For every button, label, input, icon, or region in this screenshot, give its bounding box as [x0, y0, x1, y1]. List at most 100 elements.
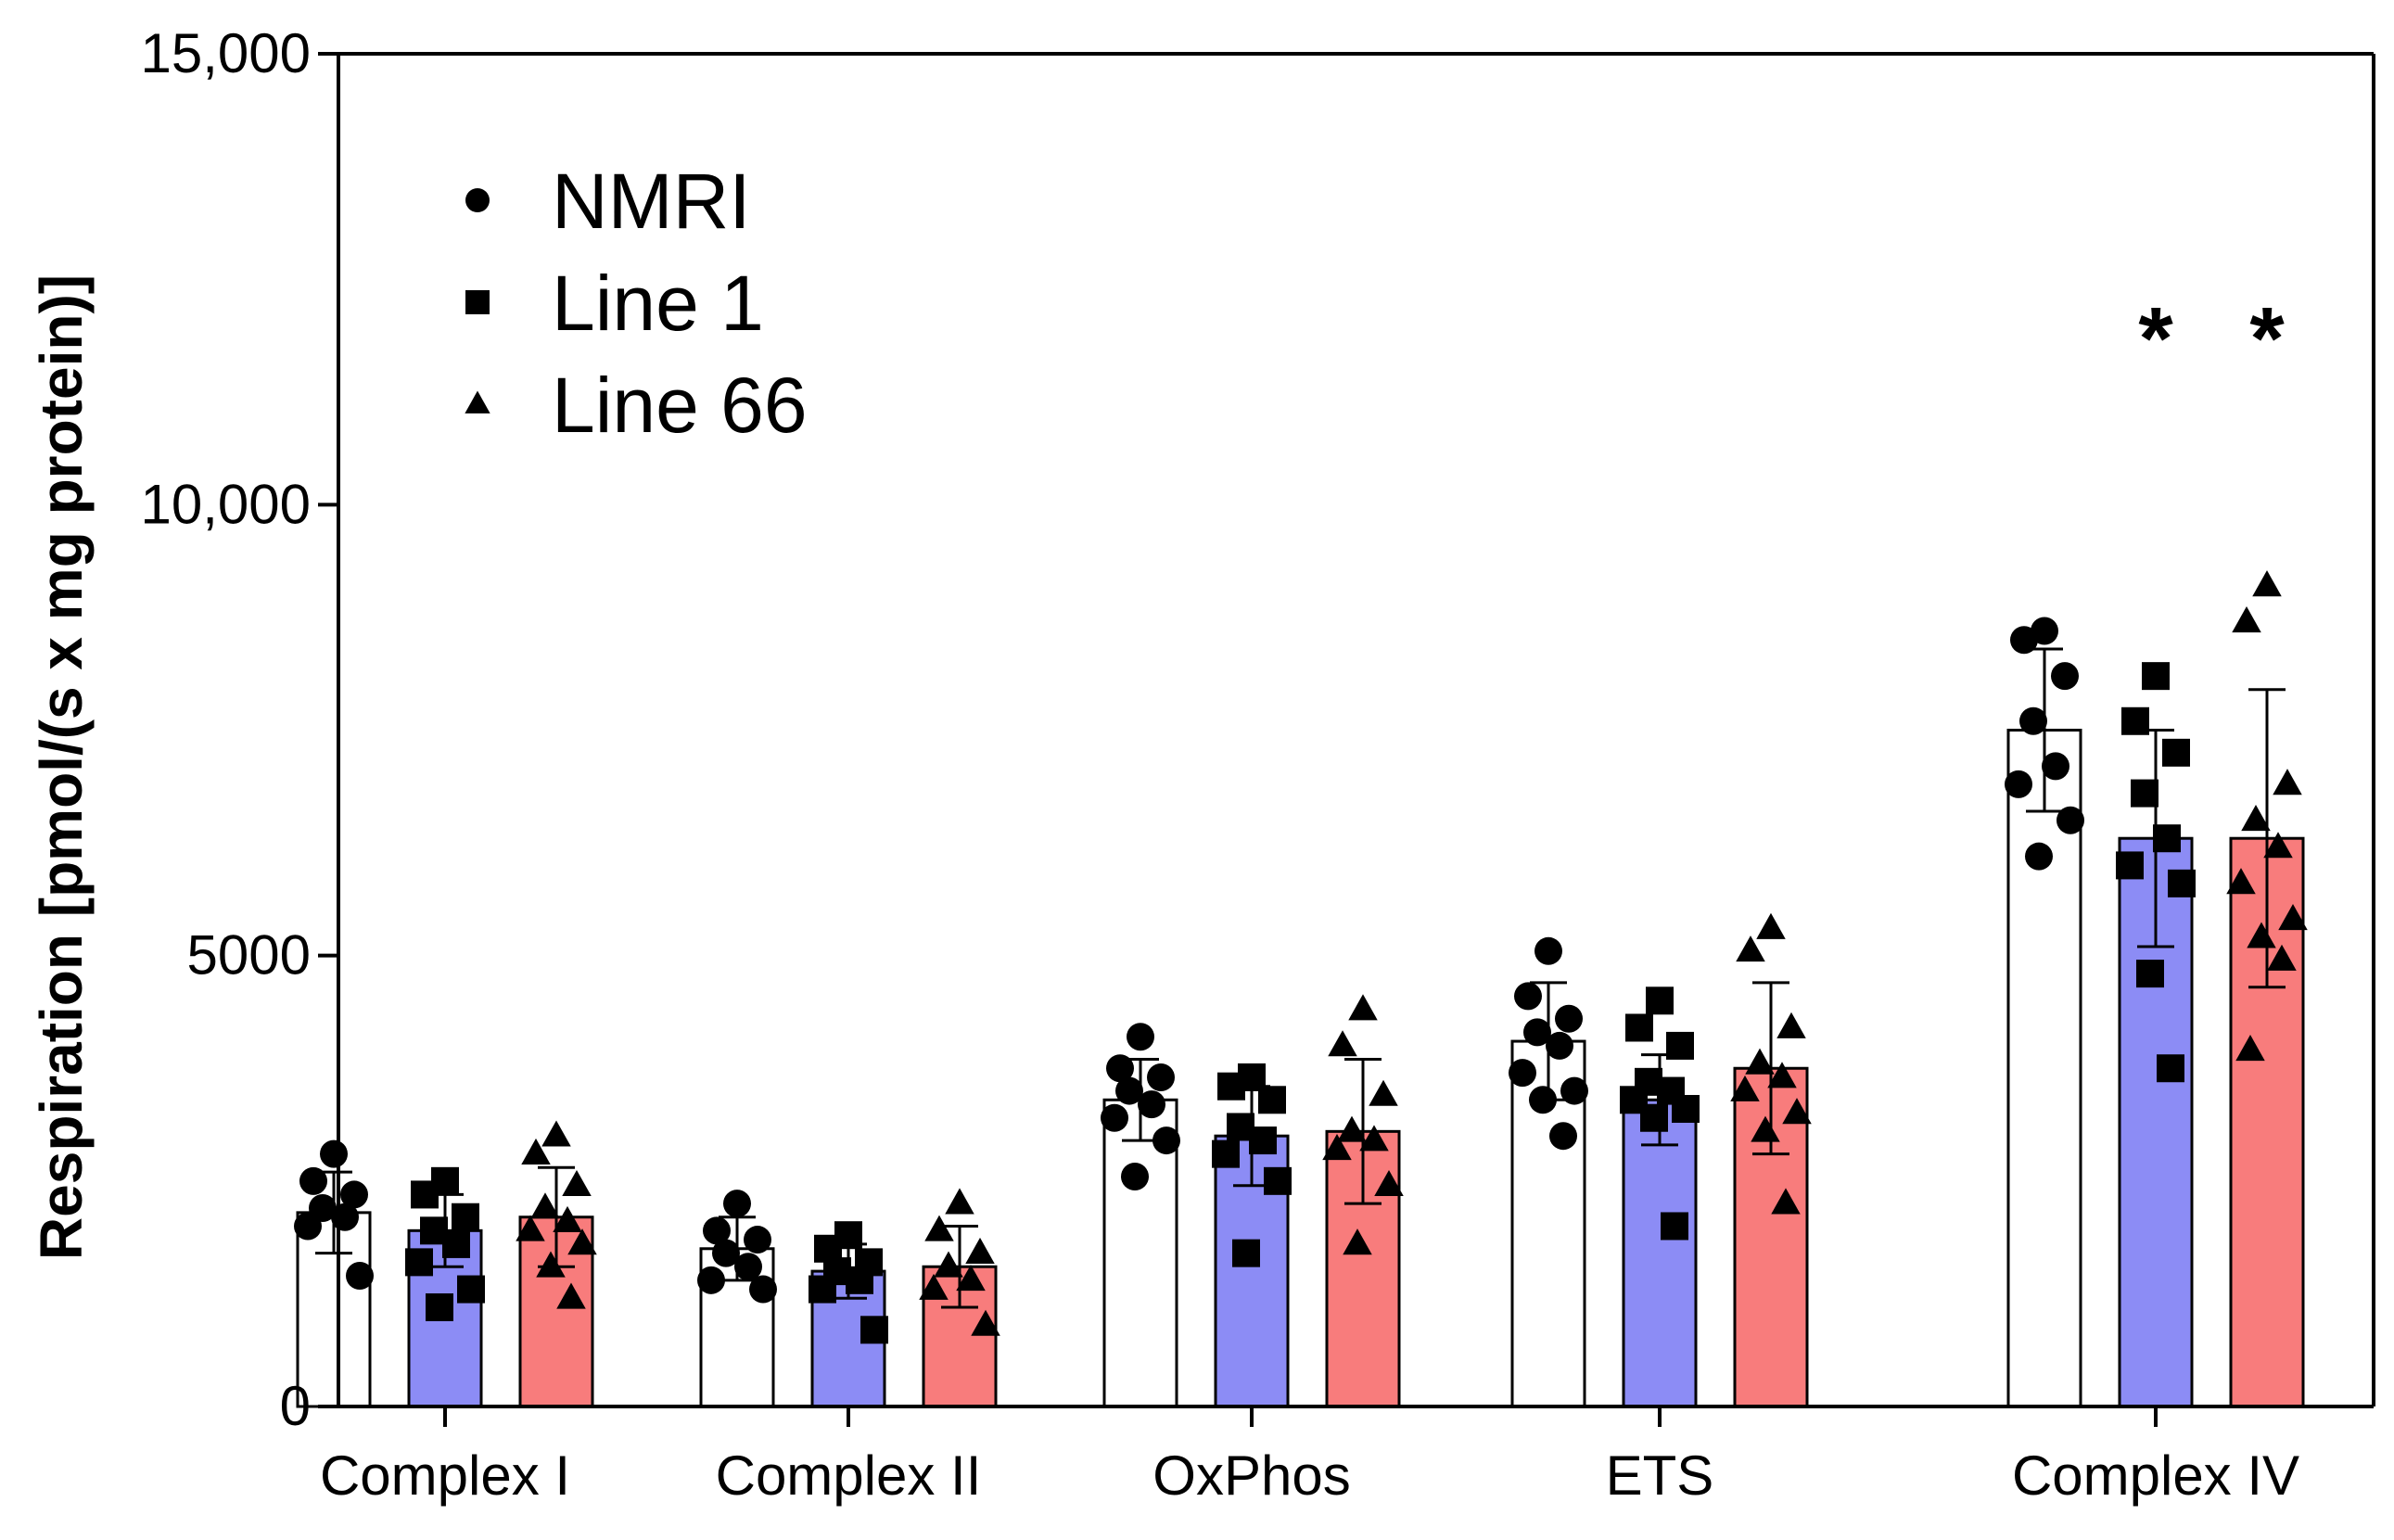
- data-point: [965, 1237, 995, 1264]
- data-point: [1217, 1072, 1245, 1101]
- data-point: [1101, 1103, 1128, 1132]
- data-point: [697, 1266, 725, 1294]
- data-point: [541, 1120, 571, 1147]
- data-point: [744, 1226, 771, 1254]
- data-point: [1549, 1122, 1577, 1151]
- data-point: [1782, 1098, 1812, 1125]
- data-point: [299, 1166, 327, 1195]
- data-point: [2241, 805, 2271, 832]
- data-point: [1322, 1134, 1352, 1161]
- data-point: [1232, 1239, 1260, 1267]
- data-point: [1666, 1031, 1694, 1060]
- data-point: [2153, 824, 2181, 853]
- y-tick-label: 15,000: [140, 22, 311, 84]
- data-point: [1264, 1166, 1292, 1195]
- data-point: [1258, 1086, 1286, 1114]
- data-point: [1152, 1126, 1180, 1155]
- plot-area: 0 5000 10,000 15,000 Complex I Complex II OxPh…: [28, 22, 2375, 1507]
- data-point: [2042, 752, 2069, 781]
- x-tick-label: OxPhos: [1152, 1445, 1350, 1507]
- data-point: [2263, 832, 2293, 859]
- data-point: [1529, 1086, 1557, 1114]
- data-point: [1369, 1079, 1398, 1106]
- data-point: [1751, 1115, 1780, 1142]
- x-tick-label: ETS: [1606, 1445, 1714, 1507]
- data-point: [1560, 1076, 1588, 1105]
- data-point: [1514, 982, 1542, 1011]
- data-point: [1348, 994, 1378, 1021]
- data-point: [1546, 1031, 1573, 1060]
- significance-star: *: [2249, 289, 2285, 388]
- y-tick-label: 5000: [187, 924, 311, 986]
- data-point: [2278, 904, 2308, 931]
- data-point: [860, 1316, 888, 1344]
- bar: [1622, 1098, 1698, 1408]
- bar: [2006, 729, 2082, 1408]
- data-point: [1661, 1212, 1688, 1241]
- data-point: [734, 1253, 762, 1281]
- data-point: [1646, 986, 1674, 1015]
- data-point: [405, 1248, 433, 1277]
- data-point: [1374, 1169, 1404, 1197]
- data-point: [1337, 1115, 1367, 1142]
- data-point: [567, 1228, 597, 1255]
- data-point: [2019, 706, 2047, 735]
- data-point: [2226, 868, 2256, 895]
- data-point: [2142, 662, 2170, 691]
- data-point: [1534, 936, 1562, 965]
- x-tick-label: Complex I: [320, 1445, 570, 1507]
- y-axis-title: Respiration [pmol/(s x mg protein)]: [28, 274, 95, 1260]
- data-point: [1359, 1125, 1389, 1152]
- legend: NMRI Line 1 Line 66: [465, 158, 808, 449]
- data-point: [2121, 706, 2149, 735]
- data-point: [1640, 1103, 1668, 1132]
- data-point: [919, 1273, 949, 1300]
- data-point: [320, 1139, 348, 1168]
- data-point: [1756, 912, 1786, 939]
- data-point: [1106, 1054, 1134, 1083]
- data-point: [846, 1266, 873, 1294]
- data-point: [2131, 779, 2158, 808]
- data-point: [346, 1261, 374, 1290]
- data-point: [2235, 1035, 2265, 1062]
- data-point: [442, 1229, 470, 1258]
- y-tick-label: 10,000: [140, 473, 311, 535]
- data-point: [971, 1309, 1000, 1336]
- data-point: [2252, 570, 2282, 597]
- data-point: [1555, 1004, 1583, 1033]
- data-point: [553, 1205, 582, 1232]
- data-point: [1509, 1059, 1536, 1088]
- data-point: [530, 1192, 560, 1219]
- data-point: [516, 1215, 545, 1241]
- data-point: [2232, 606, 2261, 633]
- series-nmri: [294, 617, 2084, 1408]
- series-line-1: [405, 662, 2196, 1408]
- data-point: [712, 1239, 740, 1267]
- series-line-66: [516, 570, 2308, 1408]
- data-point: [1115, 1076, 1143, 1105]
- data-point: [1138, 1090, 1165, 1119]
- data-point: [2010, 626, 2038, 655]
- x-tick-label: Complex II: [716, 1445, 982, 1507]
- data-point: [2116, 851, 2144, 880]
- data-point: [1672, 1095, 1700, 1124]
- data-point: [723, 1190, 751, 1218]
- data-point: [1745, 1048, 1775, 1075]
- data-point: [2273, 769, 2302, 795]
- y-tick-label: 0: [280, 1375, 311, 1437]
- legend-label: Line 1: [552, 260, 764, 347]
- data-point: [452, 1203, 479, 1231]
- data-point: [934, 1251, 963, 1278]
- data-point: [331, 1203, 359, 1231]
- data-point: [1523, 1018, 1551, 1047]
- data-point: [1767, 1062, 1797, 1088]
- data-point: [2051, 662, 2079, 691]
- data-point: [426, 1293, 453, 1322]
- data-point: [2005, 770, 2032, 798]
- legend-label: NMRI: [552, 158, 751, 245]
- data-point: [1343, 1228, 1372, 1255]
- data-point: [2162, 738, 2190, 767]
- data-point: [1776, 1012, 1806, 1038]
- data-point: [556, 1282, 586, 1309]
- data-point: [294, 1212, 322, 1241]
